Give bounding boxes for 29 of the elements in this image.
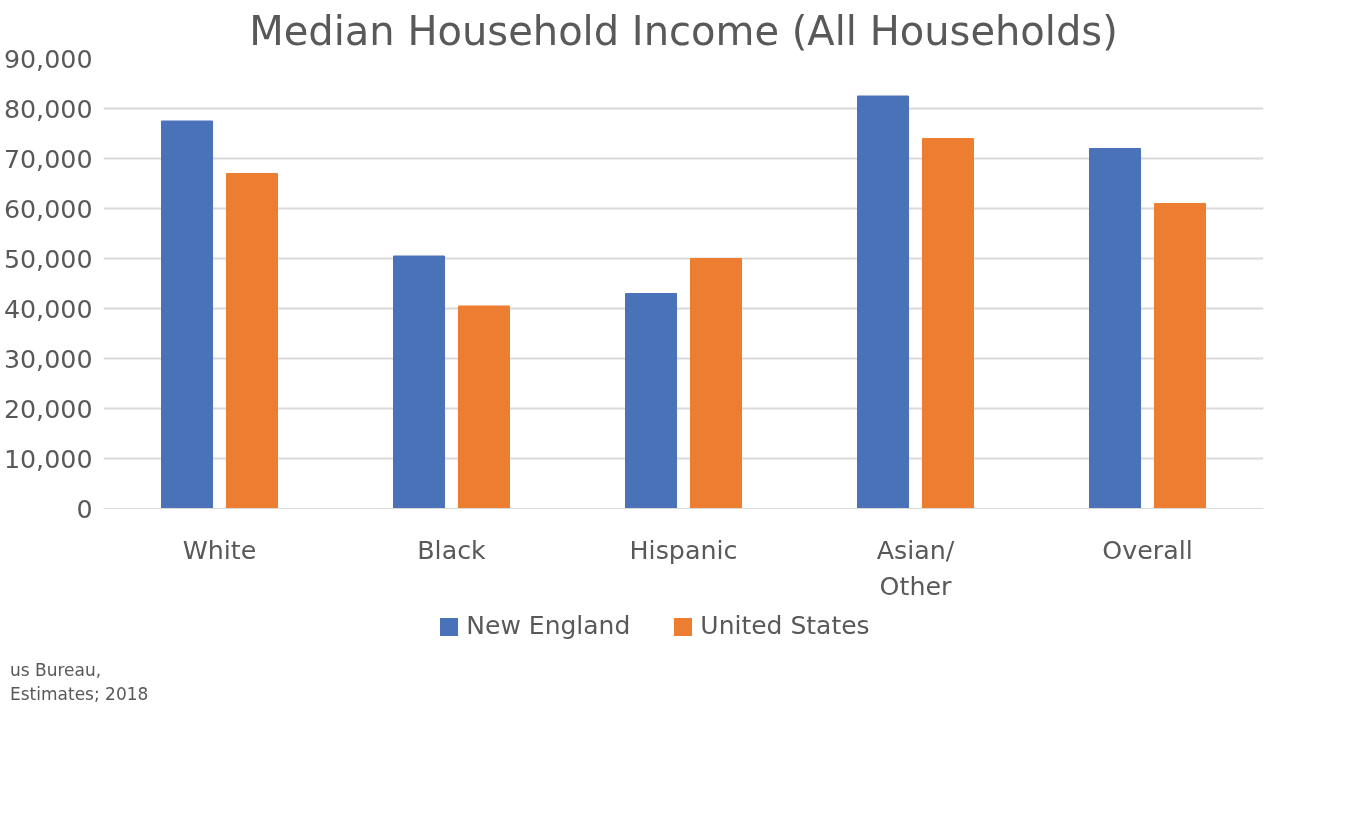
- bar: [457, 305, 510, 509]
- y-tick-label: 20,000: [3, 393, 93, 424]
- bar: [161, 120, 214, 509]
- x-tick-label: Overall: [1102, 534, 1193, 565]
- y-tick-label: 50,000: [3, 243, 93, 274]
- y-tick-label: 10,000: [3, 443, 93, 474]
- y-tick-label: 70,000: [3, 143, 93, 174]
- bar: [1153, 203, 1206, 509]
- x-tick-label: White: [182, 534, 257, 565]
- y-tick-label: 40,000: [3, 293, 93, 324]
- legend-label: United States: [699, 610, 870, 642]
- bar: [921, 138, 974, 509]
- y-tick-label: 0: [76, 493, 93, 524]
- x-tick-label: Asian/ Other: [876, 534, 955, 601]
- y-tick-label: 80,000: [3, 93, 93, 124]
- bar: [625, 293, 678, 509]
- y-tick-label: 60,000: [3, 193, 93, 224]
- bar: [393, 255, 446, 509]
- y-tick-label: 30,000: [3, 343, 93, 374]
- x-tick-label: Black: [417, 534, 487, 565]
- bar: [1089, 148, 1142, 509]
- x-tick-label: Hispanic: [629, 534, 738, 565]
- text: us Bureau, Estimates; 2018: [10, 659, 149, 707]
- y-tick-label: 90,000: [3, 43, 93, 74]
- legend-label: New England: [465, 610, 631, 642]
- bar: [225, 173, 278, 509]
- chart-title: Median Household Income (All Households): [249, 7, 1118, 54]
- bar: [689, 258, 742, 509]
- bar: [857, 95, 910, 509]
